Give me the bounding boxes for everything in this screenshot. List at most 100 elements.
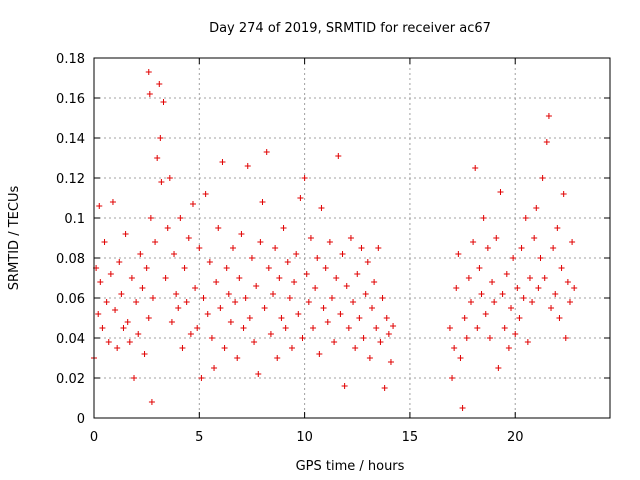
data-point bbox=[569, 239, 576, 245]
data-point bbox=[154, 155, 161, 161]
data-point bbox=[99, 325, 106, 331]
y-tick-label: 0.1 bbox=[64, 212, 85, 227]
data-point bbox=[126, 339, 133, 345]
data-point bbox=[128, 275, 135, 281]
data-point bbox=[157, 135, 164, 141]
x-tick-label: 10 bbox=[296, 430, 313, 445]
data-point bbox=[297, 195, 304, 201]
data-point bbox=[377, 339, 384, 345]
data-point bbox=[548, 305, 555, 311]
data-point bbox=[310, 325, 317, 331]
data-point bbox=[107, 271, 114, 277]
x-tick-label: 5 bbox=[195, 430, 203, 445]
data-point bbox=[465, 275, 472, 281]
data-point bbox=[164, 225, 171, 231]
data-point bbox=[198, 375, 205, 381]
data-point bbox=[135, 331, 142, 337]
data-point bbox=[524, 339, 531, 345]
data-point bbox=[552, 291, 559, 297]
data-point bbox=[295, 311, 302, 317]
data-point bbox=[109, 199, 116, 205]
data-point bbox=[543, 139, 550, 145]
data-point bbox=[314, 255, 321, 261]
data-point bbox=[531, 235, 538, 241]
data-point bbox=[187, 331, 194, 337]
data-point bbox=[360, 335, 367, 341]
data-point bbox=[312, 285, 319, 291]
data-point bbox=[545, 113, 552, 119]
data-point bbox=[449, 375, 456, 381]
data-point bbox=[335, 153, 342, 159]
data-point bbox=[112, 307, 119, 313]
data-point bbox=[211, 365, 218, 371]
data-point bbox=[122, 231, 129, 237]
data-point bbox=[453, 285, 460, 291]
data-point bbox=[486, 335, 493, 341]
data-point bbox=[337, 311, 344, 317]
data-point bbox=[387, 359, 394, 365]
data-point bbox=[529, 299, 536, 305]
data-point bbox=[505, 345, 512, 351]
data-point bbox=[373, 325, 380, 331]
data-point bbox=[451, 345, 458, 351]
data-point bbox=[484, 245, 491, 251]
data-point bbox=[103, 299, 110, 305]
data-point bbox=[320, 305, 327, 311]
data-point bbox=[303, 271, 310, 277]
data-point bbox=[291, 279, 298, 285]
data-point bbox=[179, 345, 186, 351]
data-point bbox=[362, 291, 369, 297]
data-point bbox=[489, 279, 496, 285]
data-point bbox=[149, 295, 156, 301]
data-point bbox=[217, 305, 224, 311]
data-point bbox=[213, 279, 220, 285]
data-point bbox=[95, 311, 102, 317]
data-point bbox=[512, 331, 519, 337]
data-point bbox=[508, 305, 515, 311]
data-point bbox=[480, 215, 487, 221]
data-point bbox=[305, 299, 312, 305]
data-point bbox=[185, 235, 192, 241]
data-point bbox=[564, 279, 571, 285]
data-point bbox=[257, 239, 264, 245]
data-point bbox=[322, 265, 329, 271]
data-point bbox=[202, 191, 209, 197]
data-point bbox=[463, 335, 470, 341]
data-point bbox=[331, 339, 338, 345]
chart-title: Day 274 of 2019, SRMTID for receiver ac6… bbox=[209, 21, 491, 36]
data-point bbox=[272, 245, 279, 251]
data-point bbox=[137, 251, 144, 257]
y-tick-label: 0 bbox=[77, 412, 85, 427]
data-point bbox=[293, 251, 300, 257]
data-point bbox=[347, 235, 354, 241]
data-point bbox=[152, 239, 159, 245]
data-point bbox=[482, 311, 489, 317]
data-point bbox=[541, 275, 548, 281]
data-point bbox=[253, 283, 260, 289]
y-tick-label: 0.12 bbox=[56, 172, 85, 187]
data-point bbox=[537, 255, 544, 261]
data-point bbox=[526, 275, 533, 281]
data-point bbox=[238, 231, 245, 237]
data-point bbox=[326, 239, 333, 245]
data-point bbox=[560, 191, 567, 197]
data-point bbox=[181, 265, 188, 271]
data-point bbox=[230, 245, 237, 251]
data-point bbox=[183, 299, 190, 305]
y-tick-label: 0.14 bbox=[56, 132, 85, 147]
data-point bbox=[242, 295, 249, 301]
y-tick-label: 0.08 bbox=[56, 252, 85, 267]
data-point bbox=[270, 291, 277, 297]
data-point bbox=[97, 279, 104, 285]
data-point bbox=[472, 165, 479, 171]
data-point bbox=[299, 335, 306, 341]
data-point bbox=[339, 251, 346, 257]
data-point bbox=[200, 295, 207, 301]
data-point bbox=[385, 331, 392, 337]
data-point bbox=[196, 245, 203, 251]
data-point bbox=[225, 291, 232, 297]
y-axis-label: SRMTID / TECUs bbox=[7, 186, 22, 291]
data-point bbox=[352, 345, 359, 351]
data-point bbox=[371, 279, 378, 285]
data-point bbox=[358, 245, 365, 251]
